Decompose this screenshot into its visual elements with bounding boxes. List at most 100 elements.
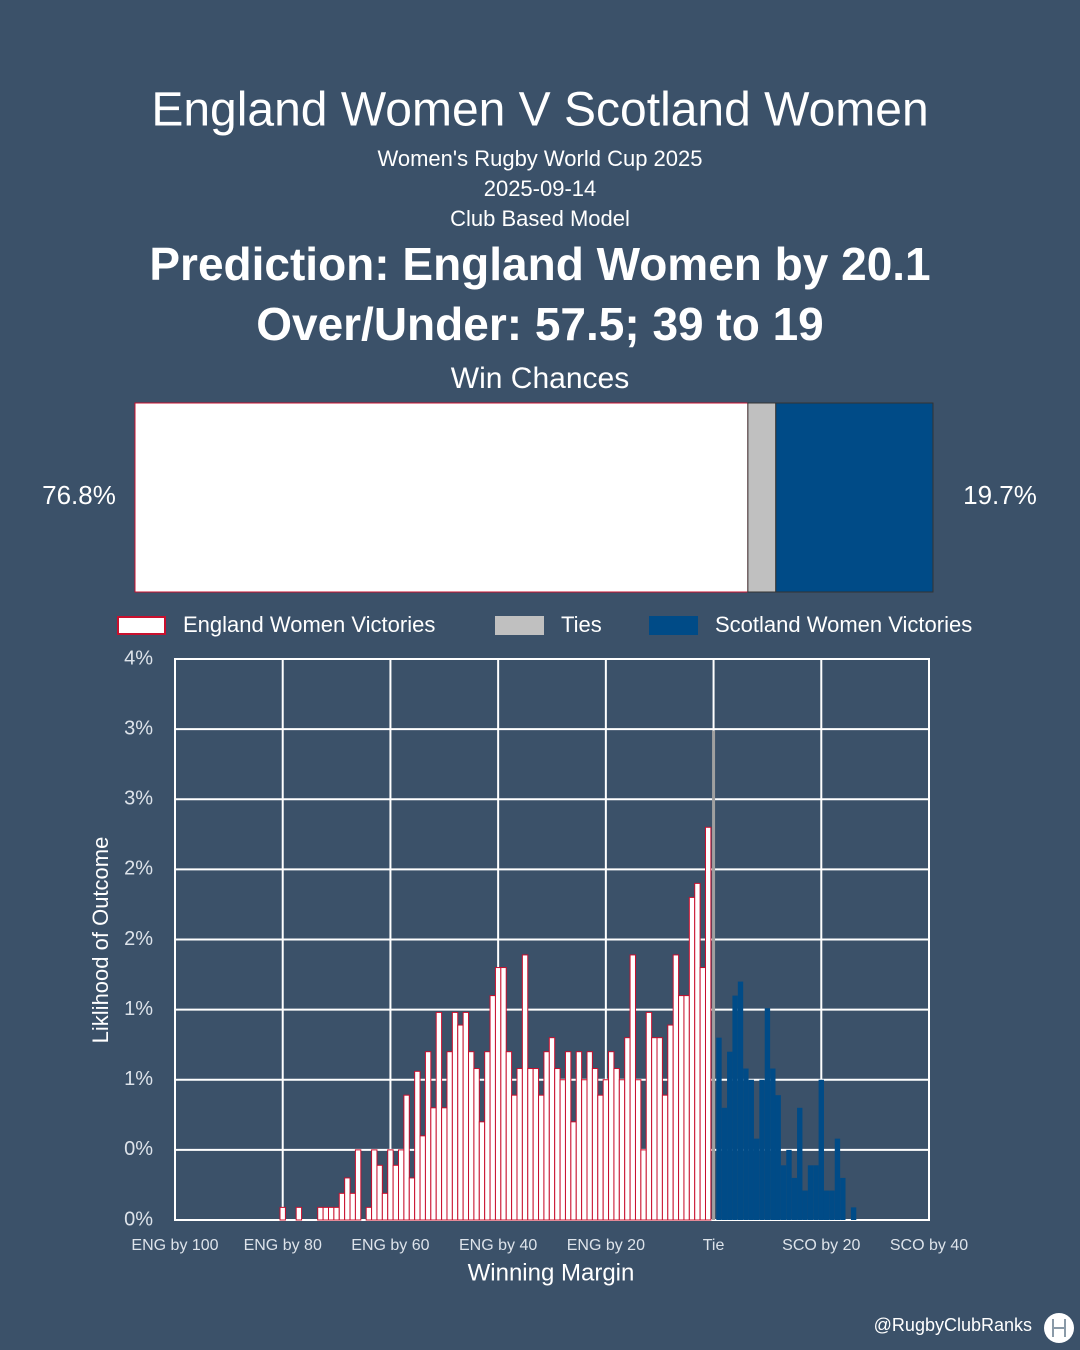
y-tick-label: 3% [124,717,153,739]
bar [823,1190,830,1220]
legend-label: Scotland Women Victories [715,612,972,637]
logo-mark [1052,1319,1066,1337]
bar [322,1206,329,1221]
bar [295,1206,303,1221]
bar [511,1094,518,1221]
legend-swatch [117,616,166,635]
x-axis-label: Winning Margin [468,1259,635,1286]
bar [381,1192,389,1221]
bar [613,1068,620,1221]
bar [645,1011,653,1221]
bar [602,1079,610,1221]
bar [575,1051,583,1221]
bar [371,1149,378,1221]
bar [327,1206,335,1221]
bar [527,1068,534,1221]
bar [408,1177,416,1221]
footer-handle: @RugbyClubRanks [874,1315,1032,1335]
bar [338,1192,346,1221]
subtitle: Club Based Model [450,206,630,231]
bar [505,1051,513,1221]
bar [770,1068,776,1220]
bar [354,1149,362,1221]
bar [721,1107,728,1220]
x-tick-label: Tie [703,1237,725,1254]
y-tick-label: 2% [124,928,153,950]
bar [661,1094,669,1221]
bar [716,1037,722,1220]
bar [634,1079,642,1221]
bar [468,1051,475,1221]
bar [672,954,680,1221]
bar [559,1079,566,1221]
bar [446,1051,453,1221]
legend-swatch [495,616,544,635]
bar [538,1094,545,1221]
y-tick-label: 4% [124,647,153,669]
x-tick-label: ENG by 80 [244,1237,322,1254]
bar [564,1051,572,1221]
bar [344,1177,351,1221]
bar [780,1165,787,1220]
bar [818,1079,824,1220]
x-tick-label: ENG by 60 [351,1237,429,1254]
bar [279,1206,286,1221]
bar [424,1051,432,1221]
bar [586,1051,593,1221]
bar [548,1037,556,1221]
bar [748,1079,754,1220]
bar [441,1107,448,1221]
y-tick-label: 1% [124,1068,153,1090]
bar [591,1068,599,1221]
bar [597,1094,604,1221]
bar [494,967,502,1221]
bar [764,1008,771,1220]
y-tick-label: 1% [124,998,153,1020]
bar [419,1135,426,1221]
win-chances-title: Win Chances [451,362,629,395]
bar [759,1079,765,1220]
y-axis-label: Liklihood of Outcome [88,837,113,1044]
bar [430,1107,437,1221]
bar [678,995,685,1221]
bar [667,1024,674,1221]
bar [543,1051,550,1221]
subtitle: Women's Rugby World Cup 2025 [378,146,703,171]
bar [489,995,496,1221]
bar [624,1037,631,1221]
x-tick-label: ENG by 100 [131,1237,218,1254]
bar [629,954,636,1221]
bar [478,1121,486,1221]
bar [618,1079,626,1221]
bar [392,1164,400,1221]
x-tick-label: SCO by 40 [890,1237,968,1254]
win-segment [134,402,749,593]
bar [484,1051,491,1221]
bar [349,1192,356,1221]
bar [516,1068,523,1221]
over-under: Over/Under: 57.5; 39 to 19 [256,298,824,350]
bar [317,1206,324,1221]
bar [398,1149,405,1221]
bar [807,1165,814,1220]
bar [699,967,706,1221]
bar [834,1138,841,1220]
x-tick-label: ENG by 20 [567,1237,645,1254]
bar [387,1149,394,1221]
bar [435,1011,443,1221]
subtitle: 2025-09-14 [484,176,597,201]
bar [500,967,507,1221]
bar [457,1024,464,1221]
bar [753,1138,760,1220]
bar [712,730,716,1220]
bar [581,1079,588,1221]
bar [688,896,696,1221]
bar [683,995,690,1221]
bar [656,1037,663,1221]
bar [608,1051,615,1221]
bar [829,1190,835,1220]
bar [570,1121,577,1221]
bar [376,1164,383,1221]
bar [651,1037,658,1221]
